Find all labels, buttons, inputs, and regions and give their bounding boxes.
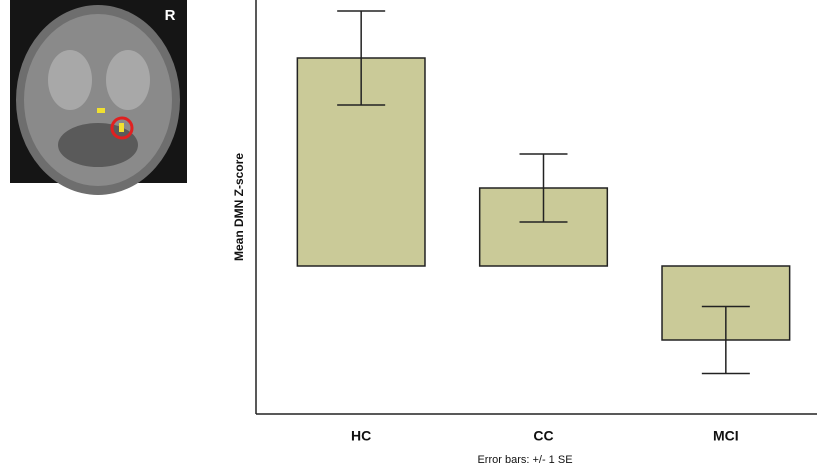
mri-hemisphere xyxy=(48,50,92,110)
figure: R Mean DMN Z-score Error bars: +/- 1 SE … xyxy=(0,0,817,471)
x-tick-label: CC xyxy=(533,428,553,444)
x-tick-label: HC xyxy=(351,428,371,444)
y-axis-label: Mean DMN Z-score xyxy=(232,153,246,261)
x-tick-label: MCI xyxy=(713,428,739,444)
mri-activation xyxy=(119,123,124,132)
orientation-label: R xyxy=(165,7,176,24)
mri-activation xyxy=(97,108,105,113)
page: {"chart_data": {"type": "bar", "ylabel":… xyxy=(0,0,817,471)
mri-stem xyxy=(58,123,138,167)
footnote: Error bars: +/- 1 SE xyxy=(477,454,572,466)
mri-hemisphere xyxy=(106,50,150,110)
mri-inset: R xyxy=(10,0,187,195)
